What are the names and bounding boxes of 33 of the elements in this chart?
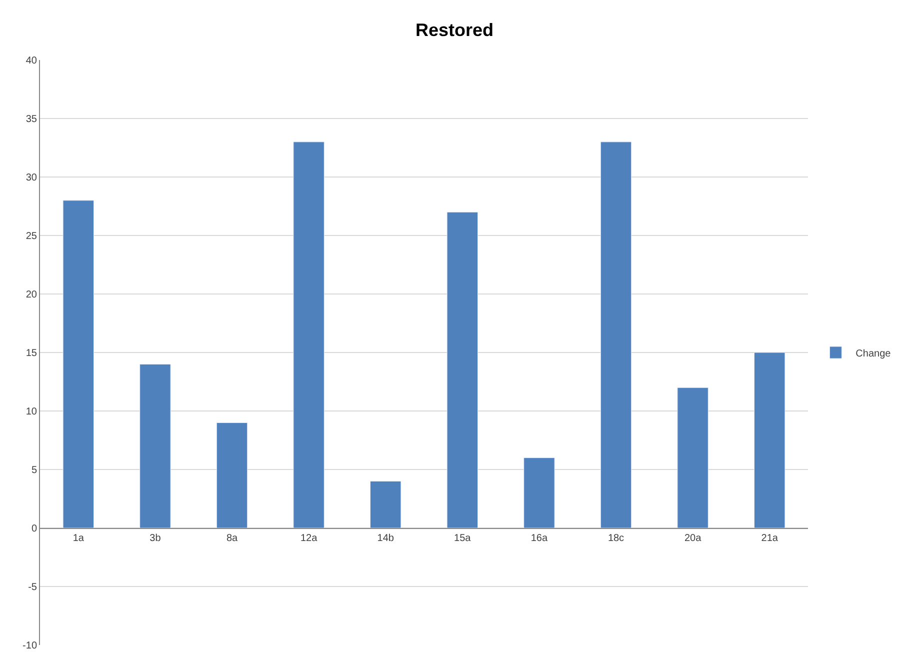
x-tick-label: 15a	[454, 533, 472, 544]
y-tick-label: 40	[26, 56, 38, 66]
x-tick-label: 12a	[300, 533, 318, 544]
x-tick-label: 1a	[72, 533, 84, 544]
y-tick-label: -10	[22, 640, 38, 652]
x-tick-label: 20a	[684, 533, 702, 544]
bar	[62, 200, 94, 528]
bar	[446, 212, 478, 528]
bar	[677, 387, 708, 528]
x-tick-label: 16a	[530, 533, 548, 544]
y-tick-label: 20	[26, 290, 38, 300]
x-tick-label: 21a	[761, 533, 778, 544]
bar	[754, 352, 786, 528]
bar	[600, 142, 632, 528]
bar	[524, 458, 555, 528]
x-tick-label: 14b	[377, 533, 394, 544]
x-tick-label: 8a	[226, 533, 238, 544]
y-tick-label: 0	[31, 524, 38, 534]
y-tick-label: 15	[26, 348, 38, 359]
y-tick-label: 5	[31, 465, 38, 476]
bar	[293, 142, 324, 528]
y-tick-label: -5	[28, 582, 38, 593]
y-tick-label: 30	[26, 172, 38, 184]
legend-label: Change	[856, 348, 892, 360]
y-tick-label: 10	[26, 406, 38, 418]
chart-title: Restored	[415, 20, 494, 40]
y-tick-label: 25	[26, 231, 38, 242]
bar	[140, 364, 171, 528]
x-tick-label: 3b	[150, 533, 162, 544]
x-tick-label: 18c	[608, 533, 624, 544]
bar	[216, 422, 248, 528]
y-tick-label: 35	[26, 114, 38, 125]
bar	[370, 480, 402, 528]
